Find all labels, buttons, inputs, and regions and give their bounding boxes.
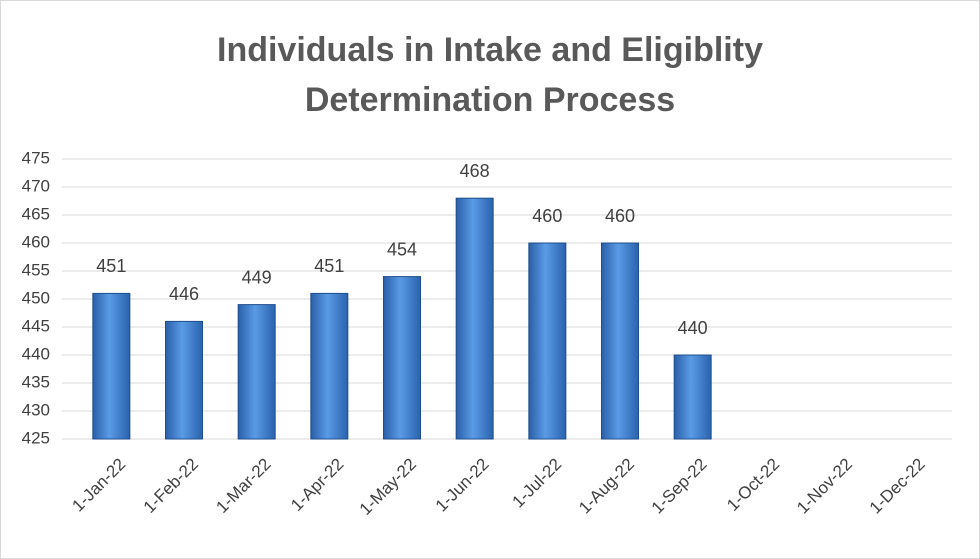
- y-tick-label: 445: [22, 316, 50, 335]
- y-tick-label: 475: [22, 148, 50, 167]
- bar: [528, 242, 567, 440]
- y-tick-label: 440: [22, 344, 50, 363]
- y-tick-label: 465: [22, 204, 50, 223]
- y-tick-label: 435: [22, 372, 50, 391]
- bar: [455, 197, 494, 440]
- y-tick-label: 470: [22, 176, 50, 195]
- data-label: 468: [460, 161, 490, 181]
- data-label: 440: [678, 318, 708, 338]
- y-tick-label: 460: [22, 232, 50, 251]
- bar: [92, 292, 131, 440]
- bar: [673, 354, 712, 440]
- bar: [237, 304, 276, 440]
- y-tick-label: 450: [22, 288, 50, 307]
- data-label: 451: [96, 256, 126, 276]
- bar: [601, 242, 639, 440]
- chart-title: Determination Process: [305, 81, 675, 119]
- y-tick-label: 455: [22, 260, 50, 279]
- data-label: 449: [242, 267, 272, 287]
- chart-title: Individuals in Intake and Eligiblity: [217, 31, 763, 69]
- bar: [165, 320, 203, 440]
- data-label: 460: [532, 206, 562, 226]
- bar: [310, 292, 349, 440]
- bar: [383, 276, 421, 440]
- data-label: 454: [387, 239, 417, 259]
- y-tick-label: 425: [22, 428, 50, 447]
- y-tick-label: 430: [22, 400, 50, 419]
- data-label: 446: [169, 284, 199, 304]
- data-label: 460: [605, 206, 635, 226]
- data-label: 451: [314, 256, 344, 276]
